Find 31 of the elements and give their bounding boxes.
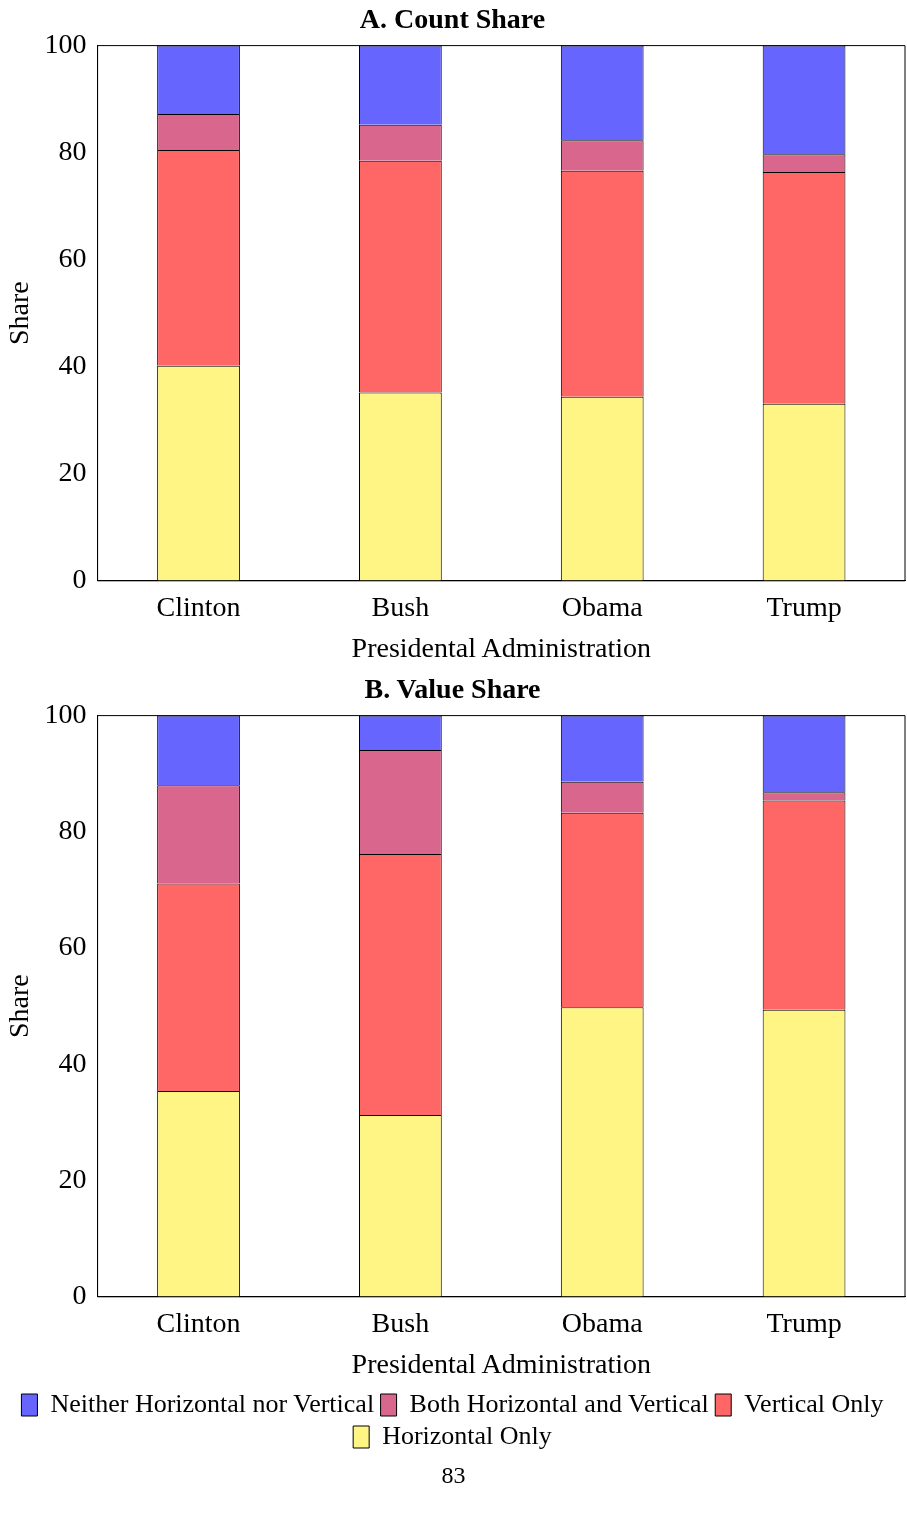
- y-tick-label: 20: [58, 456, 87, 488]
- y-tick-label: 40: [58, 349, 87, 381]
- x-tick-label: Clinton: [156, 1306, 241, 1338]
- y-tick-label: 40: [58, 1046, 87, 1078]
- x-axis-title: Presidental Administration: [351, 1347, 652, 1379]
- x-tick-label: Trump: [766, 1306, 842, 1338]
- y-tick-label: 0: [72, 1279, 87, 1311]
- y-tick-label: 0: [72, 563, 87, 595]
- y-tick-label: 80: [58, 814, 87, 846]
- x-tick-label: Bush: [371, 590, 430, 622]
- chart-title: A. Count Share: [359, 3, 546, 35]
- y-tick-label: 60: [58, 930, 87, 962]
- x-tick-label: Obama: [561, 590, 644, 622]
- y-tick-label: 60: [58, 242, 87, 274]
- y-tick-label: 80: [58, 135, 87, 166]
- y-axis-title: Share: [3, 974, 35, 1039]
- y-axis-title: Share: [3, 281, 35, 346]
- legend-label: Both Horizontal and Vertical: [409, 1388, 709, 1418]
- y-tick-label: 20: [58, 1162, 87, 1194]
- legend-label: Neither Horizontal nor Vertical: [50, 1388, 375, 1418]
- x-tick-label: Bush: [371, 1306, 430, 1338]
- legend-label: Vertical Only: [744, 1388, 884, 1418]
- y-tick-label: 100: [44, 27, 87, 59]
- y-tick-label: 100: [44, 697, 87, 729]
- x-tick-label: Trump: [766, 590, 842, 622]
- legend-label: Horizontal Only: [382, 1420, 552, 1450]
- x-tick-label: Clinton: [156, 590, 241, 622]
- x-tick-label: Obama: [561, 1306, 644, 1338]
- chart-title: B. Value Share: [364, 673, 541, 705]
- x-axis-title: Presidental Administration: [351, 631, 652, 663]
- text: 83: [440, 1461, 467, 1490]
